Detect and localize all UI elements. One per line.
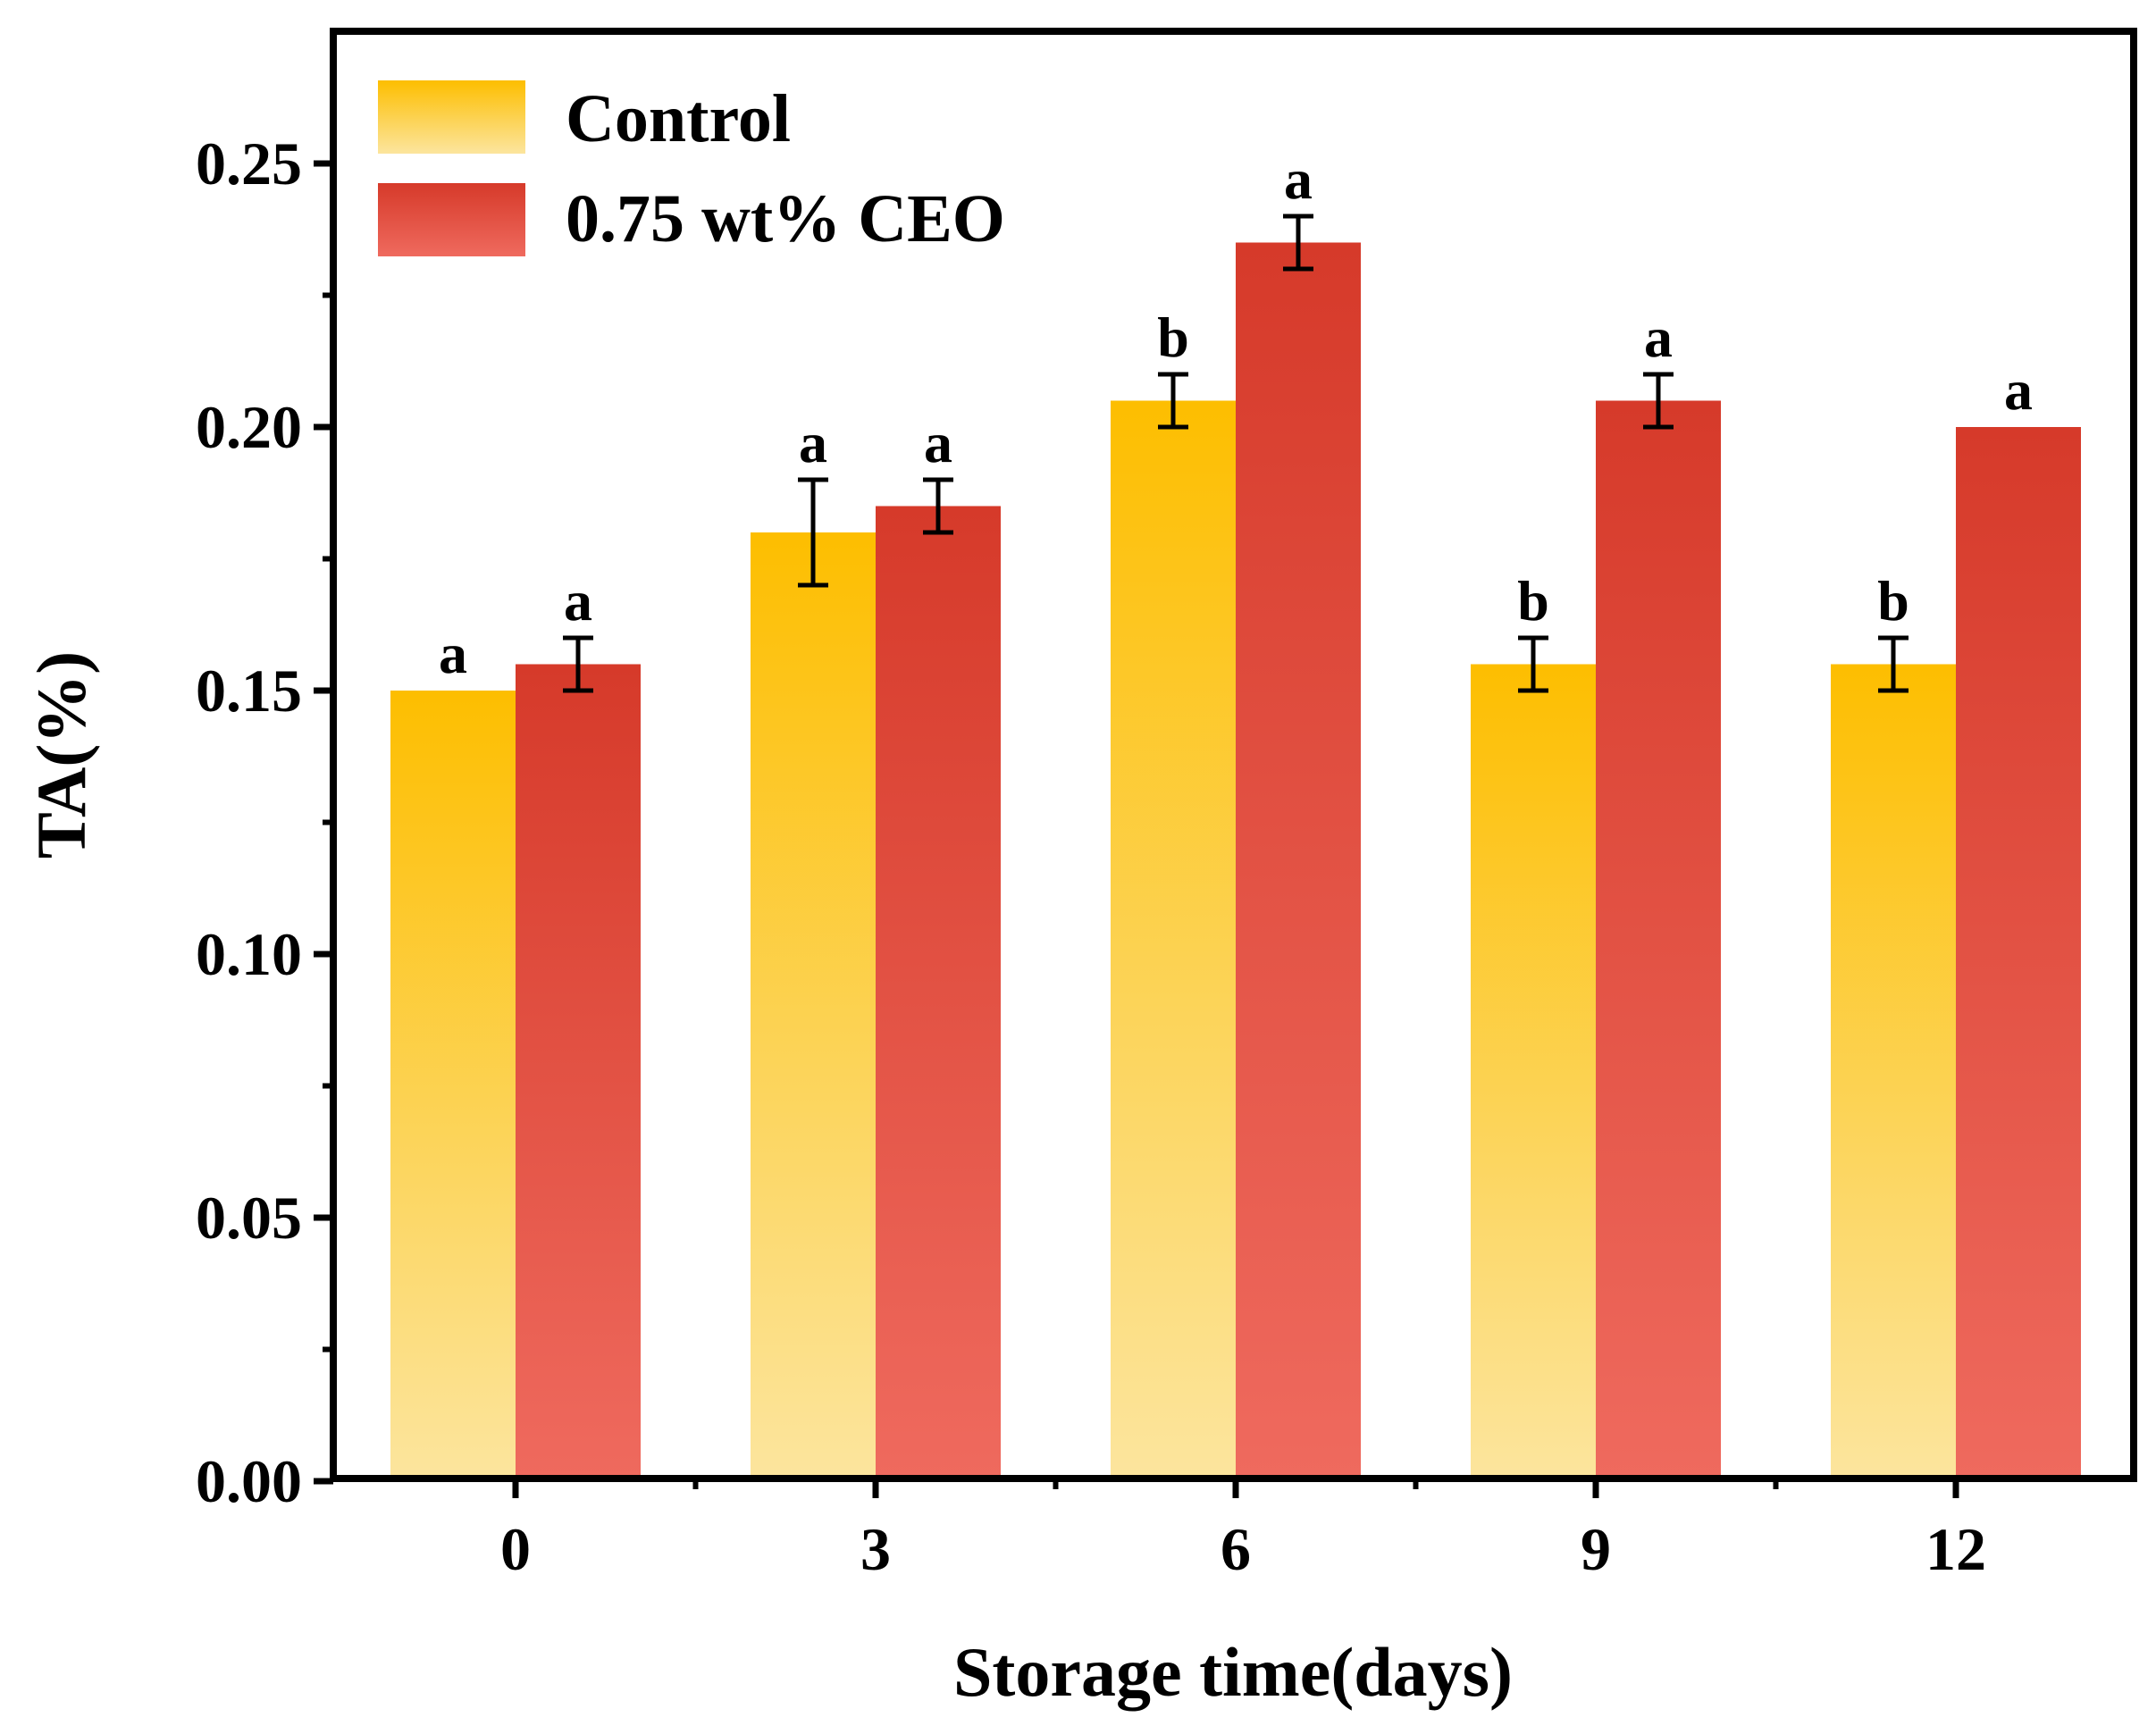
bar-ceo-day-6 [1236, 242, 1361, 1481]
bars-layer [390, 242, 2081, 1481]
sig-label-ceo-day-6: a [1284, 147, 1313, 211]
x-tick-label: 0 [500, 1515, 531, 1583]
sig-label-ceo-day-9: a [1644, 306, 1673, 369]
error-bars-layer [563, 214, 1909, 693]
error-bar-ceo-day-6 [1283, 214, 1313, 272]
sig-label-control-day-3: a [799, 411, 827, 474]
y-tick-label: 0.25 [196, 130, 302, 197]
x-tick-label: 9 [1581, 1515, 1611, 1583]
bar-ceo-day-9 [1596, 400, 1721, 1481]
error-bar-control-day-6 [1158, 372, 1188, 430]
bar-control-day-3 [751, 532, 876, 1481]
x-axis: 0 3 6 9 12 [500, 1479, 1986, 1583]
x-axis-title: Storage time(days) [953, 1633, 1513, 1711]
error-bar-ceo-day-3 [923, 477, 953, 535]
sig-label-control-day-12: b [1877, 569, 1909, 632]
legend-swatch-control [378, 80, 525, 154]
legend-swatch-ceo [378, 183, 525, 256]
sig-label-ceo-day-3: a [924, 411, 952, 474]
error-bar-ceo-day-0 [563, 635, 593, 693]
y-tick-label: 0.10 [196, 920, 302, 988]
sig-label-control-day-6: b [1157, 306, 1189, 369]
sig-label-ceo-day-0: a [564, 569, 592, 632]
x-tick-label: 12 [1925, 1515, 1986, 1583]
error-bar-control-day-12 [1878, 635, 1909, 693]
bar-control-day-12 [1831, 664, 1956, 1481]
y-axis: 0.00 0.05 0.10 0.15 0.20 0.25 [196, 130, 333, 1515]
error-bar-control-day-9 [1518, 635, 1548, 693]
sig-label-control-day-9: b [1517, 569, 1549, 632]
bar-control-day-6 [1111, 400, 1236, 1481]
bar-ceo-day-0 [516, 664, 641, 1481]
y-tick-label: 0.05 [196, 1184, 302, 1252]
error-bar-control-day-3 [798, 477, 828, 588]
error-bar-ceo-day-9 [1643, 372, 1674, 430]
significance-labels-layer: a a b b b a a a a a [439, 147, 2033, 685]
y-tick-label: 0.20 [196, 393, 302, 461]
legend-label-ceo: 0.75 wt% CEO [566, 181, 1005, 256]
bar-control-day-0 [390, 691, 516, 1481]
y-axis-title: TA(%) [22, 651, 100, 859]
x-tick-label: 6 [1221, 1515, 1251, 1583]
sig-label-ceo-day-12: a [2004, 358, 2033, 422]
bar-control-day-9 [1471, 664, 1596, 1481]
y-tick-label: 0.15 [196, 657, 302, 725]
legend: Control 0.75 wt% CEO [378, 80, 1005, 256]
x-tick-label: 3 [860, 1515, 891, 1583]
bar-ceo-day-12 [1956, 427, 2081, 1481]
legend-label-control: Control [566, 81, 791, 156]
y-tick-label: 0.00 [196, 1447, 302, 1515]
sig-label-control-day-0: a [439, 622, 467, 685]
bar-ceo-day-3 [876, 506, 1001, 1481]
